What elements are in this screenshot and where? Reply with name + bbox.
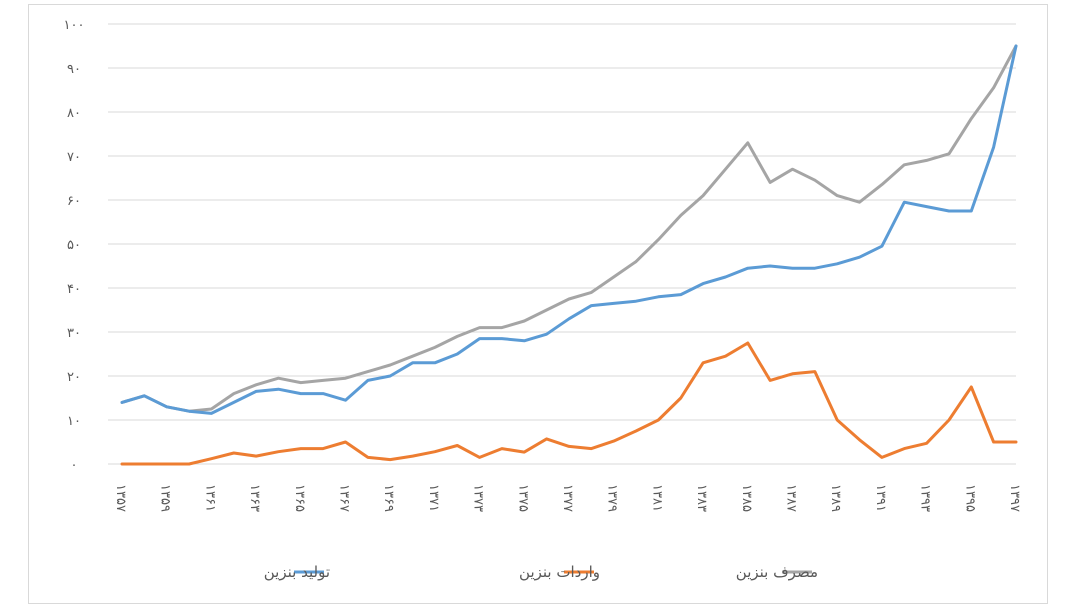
x-tick-label: ۱۳۸۵: [739, 484, 754, 512]
x-tick-label: ۱۳۵۹: [158, 484, 173, 512]
series-lines: [120, 44, 1018, 466]
y-tick-label: ۶۰: [67, 194, 81, 209]
y-tick-label: ۵۰: [67, 238, 81, 253]
x-tick-label: ۱۳۹۵: [962, 484, 977, 512]
x-tick-label: ۱۳۷۹: [605, 484, 620, 512]
x-tick-label: ۱۳۹۳: [918, 484, 933, 512]
x-tick-label: ۱۳۷۳: [471, 484, 486, 512]
x-tick-label: ۱۳۸۷: [784, 484, 799, 512]
legend-label: واردات بنزین: [519, 563, 600, 581]
series-line-2: [120, 341, 1018, 466]
x-tick-label: ۱۳۵۷: [113, 484, 128, 512]
y-tick-label: ۲۰: [67, 370, 81, 385]
x-tick-label: ۱۳۶۵: [292, 484, 307, 512]
legend-label: مصرف بنزین: [736, 563, 818, 581]
y-tick-label: ۳۰: [67, 326, 81, 341]
y-tick-label: ۷۰: [67, 150, 81, 165]
x-tick-label: ۱۳۷۱: [426, 484, 441, 512]
series-line-3: [120, 44, 1018, 413]
y-tick-label: ۹۰: [67, 62, 81, 77]
y-axis-ticks: ۰ ۱۰ ۲۰ ۳۰ ۴۰ ۵۰ ۶۰ ۷۰ ۸۰ ۹۰ ۱۰۰: [64, 18, 85, 473]
x-tick-label: ۱۳۷۷: [560, 484, 575, 512]
legend-label: تولید بنزین: [264, 563, 330, 581]
chart-frame: [28, 4, 1048, 604]
x-tick-label: ۱۳۷۵: [515, 484, 530, 512]
x-tick-label: ۱۳۸۱: [649, 484, 664, 512]
x-tick-label: ۱۳۶۳: [247, 484, 262, 512]
series-line-1: [120, 44, 1018, 415]
x-tick-label: ۱۳۸۳: [694, 484, 709, 512]
y-tick-label: ۱۰: [67, 414, 81, 429]
x-axis-ticks: ۱۳۵۷ ۱۳۵۹ ۱۳۶۱ ۱۳۶۳ ۱۳۶۵ ۱۳۶۷ ۱۳۶۹ ۱۳۷۱ ۱۳۷۳ ۱۳۷۵…: [113, 484, 1022, 512]
y-tick-label: ۰: [71, 458, 78, 473]
y-tick-label: ۴۰: [67, 282, 81, 297]
y-tick-label: ۸۰: [67, 106, 81, 121]
x-tick-label: ۱۳۹۱: [873, 484, 888, 512]
y-tick-label: ۱۰۰: [64, 18, 85, 33]
x-tick-label: ۱۳۹۷: [1007, 484, 1022, 512]
x-tick-label: ۱۳۶۹: [381, 484, 396, 512]
x-tick-label: ۱۳۶۷: [337, 484, 352, 512]
x-tick-label: ۱۳۶۱: [202, 484, 217, 512]
x-tick-label: ۱۳۸۹: [828, 484, 843, 512]
legend: تولید بنزین واردات بنزین مصرف بنزین: [264, 563, 818, 581]
